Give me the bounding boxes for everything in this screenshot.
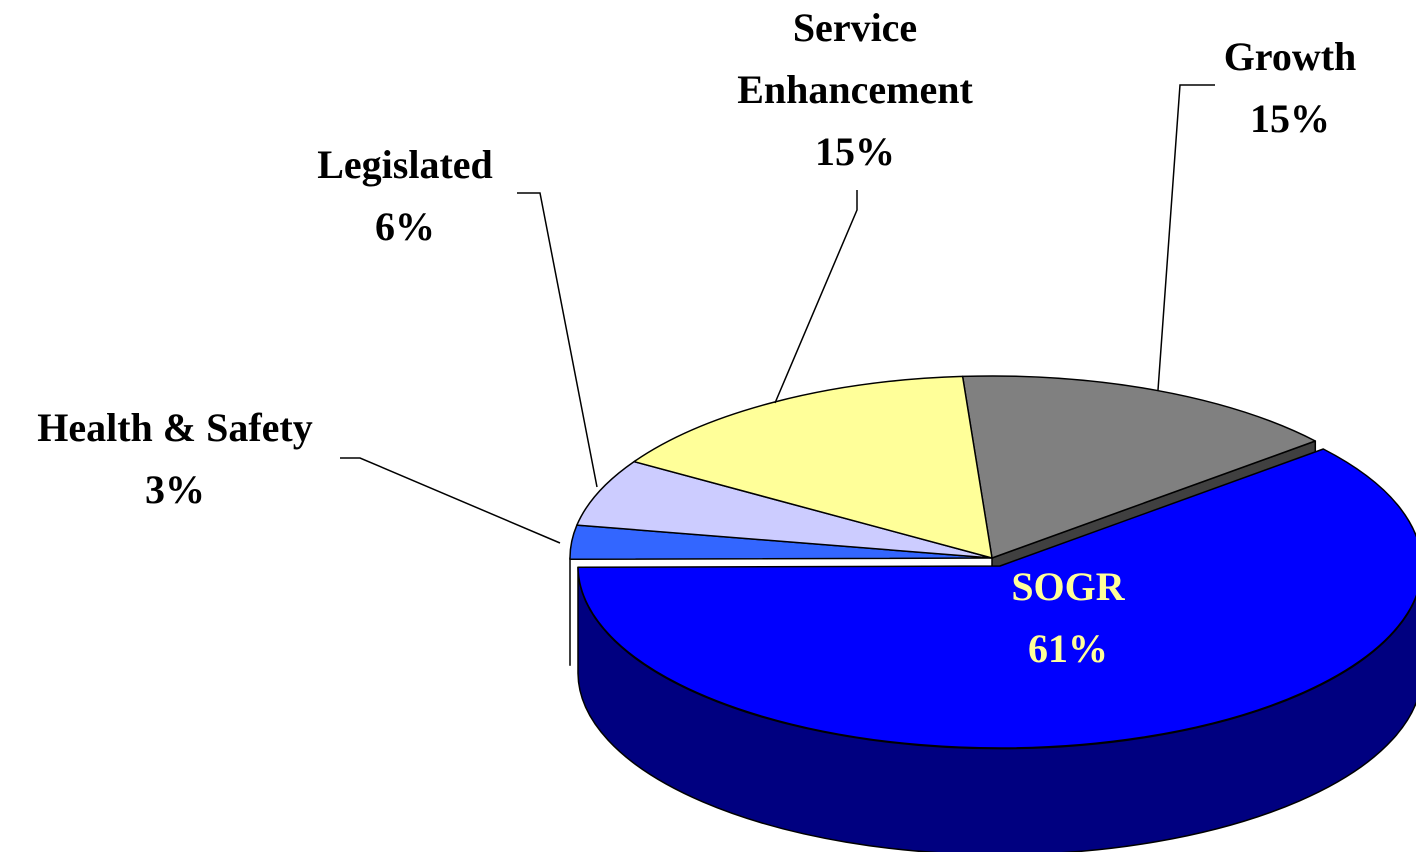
- value-label: 3%: [145, 467, 205, 512]
- category-label: SOGR: [1011, 564, 1125, 609]
- value-label: 15%: [1250, 96, 1330, 141]
- leader-line: [517, 192, 598, 488]
- slice: [961, 375, 1317, 559]
- leader-line: [774, 190, 858, 404]
- slice-label: SOGR 61%: [918, 556, 1218, 680]
- slice-label: Service Enhancement 15%: [705, 0, 1005, 183]
- category-label: Service Enhancement: [737, 5, 973, 112]
- value-label: 15%: [815, 129, 895, 174]
- slice-label: Growth 15%: [1140, 26, 1416, 150]
- category-label: Legislated: [317, 142, 493, 187]
- value-label: 61%: [1028, 626, 1108, 671]
- slice-label: Health & Safety 3%: [0, 397, 350, 521]
- category-label: Health & Safety: [37, 405, 313, 450]
- leader-line: [340, 457, 561, 544]
- leader-line: [1157, 84, 1215, 391]
- slice-label: Legislated 6%: [255, 134, 555, 258]
- slice: [577, 448, 1416, 749]
- value-label: 6%: [375, 204, 435, 249]
- slice: [576, 460, 993, 559]
- category-label: Growth: [1223, 34, 1357, 79]
- slices: [569, 375, 1416, 852]
